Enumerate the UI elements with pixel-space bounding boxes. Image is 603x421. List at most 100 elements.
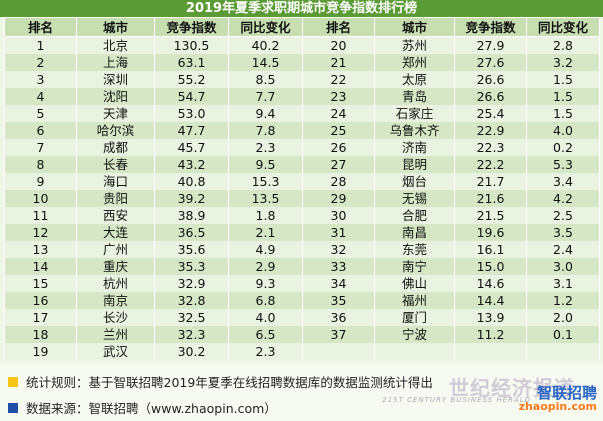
city-cell: 贵阳 [76, 190, 155, 207]
rank-cell: 11 [4, 207, 77, 224]
header-rank: 排名 [302, 17, 375, 37]
blue-square-icon [8, 402, 18, 413]
city-cell: 长沙 [76, 309, 155, 326]
rank-cell: 33 [302, 258, 375, 275]
index-cell: 38.9 [154, 207, 229, 224]
table-row: 9 海口 40.8 15.3 28 烟台 21.7 3.4 [4, 173, 600, 190]
city-cell: 合肥 [374, 207, 455, 224]
rank-cell: 12 [4, 224, 77, 241]
table-row: 14 重庆 35.3 2.9 33 南宁 15.0 3.0 [4, 258, 600, 275]
table-row: 7 成都 45.7 2.3 26 济南 22.3 0.2 [4, 139, 600, 156]
city-cell: 佛山 [374, 275, 455, 292]
rank-cell: 35 [302, 292, 375, 309]
change-cell: 2.5 [526, 207, 600, 224]
city-cell: 乌鲁木齐 [374, 122, 455, 139]
rank-cell: 6 [4, 122, 77, 139]
change-cell: 2.9 [228, 258, 303, 275]
rank-cell: 2 [4, 54, 77, 71]
index-cell: 13.9 [454, 309, 527, 326]
change-cell: 3.4 [526, 173, 600, 190]
city-cell: 青岛 [374, 88, 455, 105]
change-cell: 8.5 [228, 71, 303, 88]
table-body: 1 北京 130.5 40.2 20 苏州 27.9 2.8 2 上海 63.1 14.5 21 郑州 27… [4, 36, 600, 360]
index-cell: 36.5 [154, 224, 229, 241]
table-row: 15 杭州 32.9 9.3 34 佛山 14.6 3.1 [4, 275, 600, 292]
index-cell: 35.3 [154, 258, 229, 275]
table-row: 4 沈阳 54.7 7.7 23 青岛 26.6 1.5 [4, 88, 600, 105]
rank-cell: 17 [4, 309, 77, 326]
logo-en: zhaopin.com [518, 399, 597, 413]
header-change: 同比变化 [228, 17, 303, 37]
index-cell: 21.7 [454, 173, 527, 190]
index-cell: 53.0 [154, 105, 229, 122]
index-cell: 22.3 [454, 139, 527, 156]
change-cell: 9.5 [228, 156, 303, 173]
rank-cell: 23 [302, 88, 375, 105]
index-cell: 27.6 [454, 54, 527, 71]
ranking-table: 排名 城市 竞争指数 同比变化 排名 城市 竞争指数 同比变化 1 北京 130.5… [4, 17, 600, 360]
change-cell: 6.5 [228, 326, 303, 343]
change-cell: 3.0 [526, 258, 600, 275]
header-rank: 排名 [4, 17, 77, 37]
rank-cell: 34 [302, 275, 375, 292]
rank-cell: 18 [4, 326, 77, 343]
rank-cell: 27 [302, 156, 375, 173]
index-cell: 22.2 [454, 156, 527, 173]
table-row: 1 北京 130.5 40.2 20 苏州 27.9 2.8 [4, 36, 600, 54]
change-cell: 15.3 [228, 173, 303, 190]
rank-cell: 14 [4, 258, 77, 275]
index-cell: 32.8 [154, 292, 229, 309]
index-cell: 35.6 [154, 241, 229, 258]
table-row: 16 南京 32.8 6.8 35 福州 14.4 1.2 [4, 292, 600, 309]
table-row: 13 广州 35.6 4.9 32 东莞 16.1 2.4 [4, 241, 600, 258]
index-cell: 32.9 [154, 275, 229, 292]
city-cell: 广州 [76, 241, 155, 258]
change-cell: 1.2 [526, 292, 600, 309]
index-cell: 43.2 [154, 156, 229, 173]
footer-rule-text: 统计规则：基于智联招聘2019年夏季在线招聘数据库的数据监测统计得出 [26, 375, 433, 390]
rank-cell: 16 [4, 292, 77, 309]
city-cell: 烟台 [374, 173, 455, 190]
rank-cell [302, 343, 375, 360]
city-cell: 西安 [76, 207, 155, 224]
city-cell: 昆明 [374, 156, 455, 173]
index-cell: 27.9 [454, 36, 527, 54]
rank-cell: 22 [302, 71, 375, 88]
change-cell: 9.3 [228, 275, 303, 292]
rank-cell: 36 [302, 309, 375, 326]
change-cell: 1.5 [526, 88, 600, 105]
change-cell: 40.2 [228, 36, 303, 54]
index-cell: 130.5 [154, 36, 229, 54]
rank-cell: 7 [4, 139, 77, 156]
city-cell: 深圳 [76, 71, 155, 88]
index-cell: 21.6 [454, 190, 527, 207]
index-cell: 25.4 [454, 105, 527, 122]
rank-cell: 10 [4, 190, 77, 207]
index-cell: 26.6 [454, 71, 527, 88]
city-cell: 武汉 [76, 343, 155, 360]
city-cell: 沈阳 [76, 88, 155, 105]
city-cell: 厦门 [374, 309, 455, 326]
city-cell: 重庆 [76, 258, 155, 275]
header-city: 城市 [374, 17, 455, 37]
rank-cell: 3 [4, 71, 77, 88]
index-cell: 14.4 [454, 292, 527, 309]
index-cell: 14.6 [454, 275, 527, 292]
table-row: 11 西安 38.9 1.8 30 合肥 21.5 2.5 [4, 207, 600, 224]
city-cell: 郑州 [374, 54, 455, 71]
change-cell: 1.5 [526, 71, 600, 88]
change-cell: 14.5 [228, 54, 303, 71]
zhaopin-logo: 智联招聘 zhaopin.com [519, 385, 597, 413]
rank-cell: 25 [302, 122, 375, 139]
table-row: 3 深圳 55.2 8.5 22 太原 26.6 1.5 [4, 71, 600, 88]
city-cell: 太原 [374, 71, 455, 88]
header-index: 竞争指数 [154, 17, 229, 37]
change-cell: 4.0 [228, 309, 303, 326]
table-row: 19 武汉 30.2 2.3 [4, 343, 600, 360]
rank-cell: 5 [4, 105, 77, 122]
change-cell: 4.9 [228, 241, 303, 258]
change-cell: 4.0 [526, 122, 600, 139]
index-cell: 21.5 [454, 207, 527, 224]
city-cell [374, 343, 455, 360]
change-cell: 2.3 [228, 343, 303, 360]
